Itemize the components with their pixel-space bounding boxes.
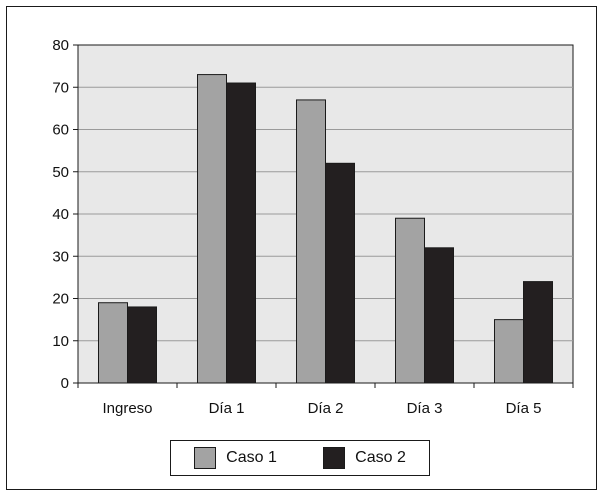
- legend-label-caso-2: Caso 2: [355, 449, 406, 466]
- bar-caso-2-3: [424, 247, 454, 384]
- bar-caso-1-2: [296, 99, 326, 384]
- y-tick-label-40: 40: [52, 206, 69, 223]
- legend-swatch-caso-1: [194, 447, 217, 469]
- y-tick-label-20: 20: [52, 291, 69, 308]
- bar-caso-2-4: [523, 281, 553, 384]
- bar-caso-1-0: [98, 302, 128, 384]
- x-tick-label-3: Día 3: [407, 400, 443, 417]
- y-tick-label-80: 80: [52, 37, 69, 54]
- x-tick-label-4: Día 5: [506, 400, 542, 417]
- bar-caso-2-0: [127, 306, 157, 384]
- y-tick-label-60: 60: [52, 122, 69, 139]
- y-tick-label-70: 70: [52, 79, 69, 96]
- bar-caso-2-1: [226, 82, 256, 384]
- y-tick-label-0: 0: [61, 375, 69, 392]
- bar-caso-1-3: [395, 217, 425, 384]
- legend-item-caso-2: Caso 2: [323, 447, 406, 469]
- x-tick-label-2: Día 2: [308, 400, 344, 417]
- bar-caso-1-4: [494, 319, 524, 384]
- chart-legend: Caso 1 Caso 2: [170, 440, 430, 476]
- legend-item-caso-1: Caso 1: [194, 447, 277, 469]
- legend-swatch-caso-2: [323, 447, 346, 469]
- legend-label-caso-1: Caso 1: [226, 449, 277, 466]
- bar-caso-2-2: [325, 162, 355, 384]
- bar-caso-1-1: [197, 74, 227, 384]
- y-tick-label-30: 30: [52, 248, 69, 265]
- y-tick-label-50: 50: [52, 164, 69, 181]
- x-tick-label-0: Ingreso: [102, 400, 152, 417]
- y-tick-label-10: 10: [52, 333, 69, 350]
- x-tick-label-1: Día 1: [209, 400, 245, 417]
